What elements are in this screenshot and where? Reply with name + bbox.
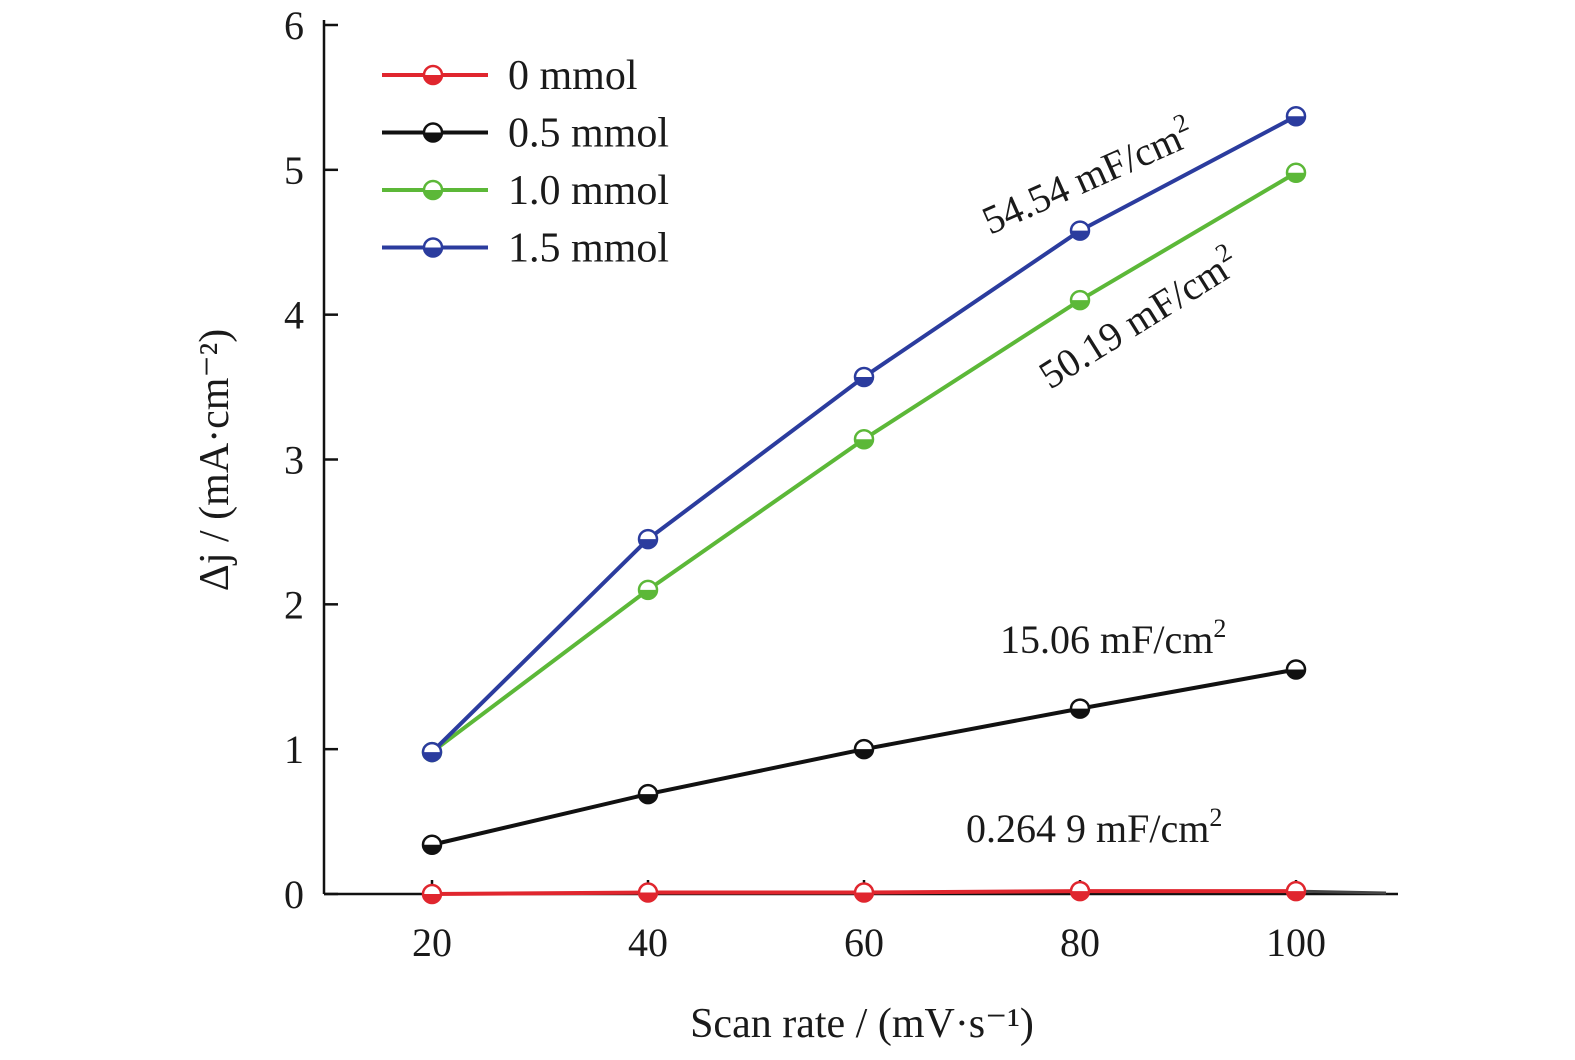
- marker-fill: [1287, 172, 1305, 182]
- marker-fill: [1287, 669, 1305, 679]
- marker-fill: [639, 589, 657, 599]
- legend-label: 1.0 mmol: [508, 168, 669, 214]
- x-tick-label: 20: [412, 920, 452, 965]
- marker-fill: [423, 894, 441, 903]
- legend-label: 1.5 mmol: [508, 226, 669, 272]
- marker-fill: [855, 749, 873, 759]
- data-point: [421, 741, 443, 763]
- y-axis-title: Δj / (mA·cm⁻²): [192, 329, 238, 591]
- x-tick-label: 60: [844, 920, 884, 965]
- data-point: [637, 783, 659, 805]
- legend-label: 0 mmol: [508, 53, 638, 99]
- series-1-5-mmol: [421, 105, 1307, 763]
- marker-fill: [424, 247, 442, 257]
- y-tick-label: 0: [284, 872, 304, 917]
- series-tail: [1295, 889, 1387, 895]
- y-tick-label: 6: [284, 3, 304, 48]
- marker-fill: [423, 752, 441, 762]
- marker-fill: [424, 190, 442, 199]
- annotation-value: 0.264 9 mF/cm: [966, 806, 1209, 851]
- marker-fill: [855, 439, 873, 449]
- legend-label: 0.5 mmol: [508, 111, 669, 157]
- data-point: [1285, 880, 1307, 902]
- legend-item: 0.5 mmol: [382, 111, 669, 157]
- marker-fill: [639, 794, 657, 804]
- data-point: [853, 366, 875, 388]
- legend-marker: [422, 237, 444, 258]
- series-0-mmol: [421, 880, 1387, 905]
- axes: 0 1 2 3 4 5 6 20 40 60 80 100 Scan rate / (mV·s⁻¹) Δj…: [192, 3, 1398, 1047]
- y-tick-label: 4: [284, 293, 304, 338]
- slope-annotation: 0.264 9 mF/cm2: [966, 803, 1222, 851]
- marker-fill: [855, 892, 873, 902]
- data-point: [1069, 880, 1091, 902]
- legend-marker: [422, 122, 444, 143]
- legend-marker: [422, 64, 444, 86]
- legend: 0 mmol 0.5 mmol 1.0 mmol 1.5 mmol: [382, 53, 669, 272]
- marker-fill: [1071, 230, 1089, 240]
- series-0-5-mmol: [421, 659, 1307, 856]
- data-point: [637, 579, 659, 601]
- data-point: [853, 738, 875, 760]
- data-point: [637, 528, 659, 550]
- marker-fill: [424, 75, 442, 84]
- marker-fill: [424, 132, 442, 142]
- slope-annotation: 54.54 mF/cm2: [974, 107, 1200, 243]
- data-point: [421, 834, 443, 856]
- data-point: [853, 428, 875, 450]
- data-point: [1069, 698, 1091, 719]
- legend-item: 1.0 mmol: [382, 168, 669, 214]
- data-point: [853, 882, 875, 903]
- series-layer: [421, 105, 1387, 905]
- annotation-value: 15.06 mF/cm: [1000, 617, 1213, 662]
- marker-fill: [639, 539, 657, 549]
- marker-fill: [1287, 116, 1305, 126]
- data-point: [1285, 105, 1307, 127]
- slope-annotation: 15.06 mF/cm2: [1000, 614, 1226, 662]
- marker-fill: [1071, 891, 1089, 901]
- x-tick-label: 100: [1266, 920, 1326, 965]
- x-tick-label: 40: [628, 920, 668, 965]
- data-point: [1069, 289, 1091, 311]
- data-point: [421, 883, 443, 905]
- x-axis-title: Scan rate / (mV·s⁻¹): [690, 1001, 1034, 1047]
- marker-fill: [1071, 708, 1089, 718]
- annotation-superscript: 2: [1213, 614, 1226, 643]
- data-point: [1285, 162, 1307, 183]
- y-tick-label: 5: [284, 148, 304, 193]
- legend-marker: [422, 179, 444, 201]
- data-point: [1285, 659, 1307, 680]
- data-point: [1069, 220, 1091, 241]
- legend-item: 0 mmol: [382, 53, 638, 99]
- data-point: [637, 882, 659, 903]
- legend-item: 1.5 mmol: [382, 226, 669, 272]
- y-tick-label: 2: [284, 582, 304, 627]
- slope-annotation: 50.19 mF/cm2: [1029, 237, 1246, 398]
- annotation-superscript: 2: [1209, 803, 1222, 832]
- marker-fill: [423, 844, 441, 854]
- marker-fill: [1071, 300, 1089, 310]
- marker-fill: [855, 376, 873, 386]
- marker-fill: [1287, 891, 1305, 901]
- y-tick-label: 1: [284, 727, 304, 772]
- x-tick-label: 80: [1060, 920, 1100, 965]
- y-tick-label: 3: [284, 438, 304, 483]
- marker-fill: [639, 892, 657, 902]
